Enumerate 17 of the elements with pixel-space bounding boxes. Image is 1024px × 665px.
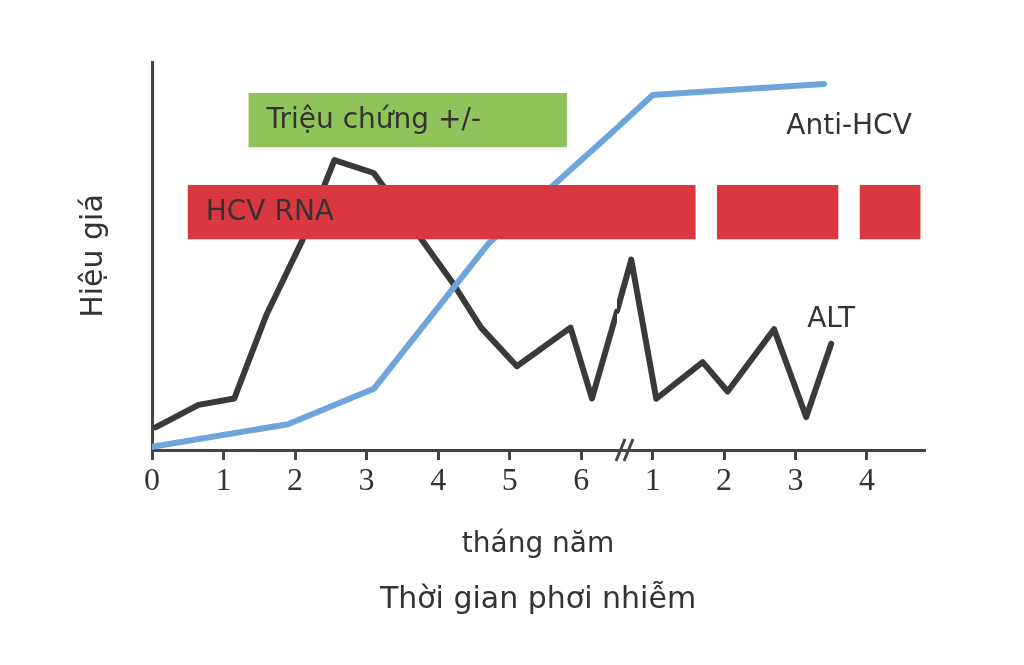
x-tick-label: 3 <box>358 460 375 497</box>
x-tick-label: 6 <box>573 460 590 497</box>
series-label: ALT <box>807 301 857 335</box>
series-label: Anti-HCV <box>786 108 912 142</box>
x-tick-label: 4 <box>858 460 875 497</box>
x-tick-label: 3 <box>787 460 804 497</box>
x-tick-label: 0 <box>144 460 160 497</box>
x-tick-label: 1 <box>644 460 661 497</box>
x-tick-label: 1 <box>215 460 232 497</box>
x-axis-title: tháng năm Thời gian phơi nhiễm <box>378 526 697 615</box>
x-tick-label: 2 <box>287 460 304 497</box>
y-axis-title: Hiệu giá <box>73 194 109 318</box>
x-tick-label: 2 <box>716 460 733 497</box>
band-label: HCV RNA <box>205 194 334 228</box>
x-tick-label: 4 <box>430 460 447 497</box>
x-tick-label: 5 <box>501 460 518 497</box>
band-label: Triệu chứng +/- <box>265 102 482 136</box>
